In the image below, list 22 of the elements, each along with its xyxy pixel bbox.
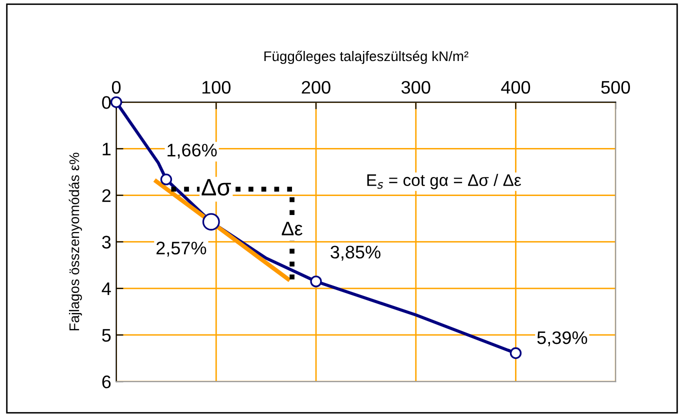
data-label: 2,57% xyxy=(156,242,206,257)
x-tick-label: 400 xyxy=(501,80,530,94)
x-tick-label: 500 xyxy=(601,80,630,94)
y-tick-label: 1 xyxy=(102,142,111,156)
data-label: 3,85% xyxy=(330,246,380,261)
x-tick-label: 0 xyxy=(112,80,121,94)
annotation: Δσ xyxy=(202,179,231,196)
x-tick-label: 300 xyxy=(402,80,430,94)
x-tick-label: 200 xyxy=(302,80,330,94)
data-label: 1,66% xyxy=(168,144,217,159)
y-tick-label: 5 xyxy=(102,329,111,342)
x-tick-label: 100 xyxy=(202,80,230,94)
x-axis-title: Függőleges talajfeszültség kN/m² xyxy=(264,50,468,64)
annotation: E$_{s}$ = cot gα = Δσ / Δε xyxy=(367,174,522,190)
y-tick-label: 6 xyxy=(102,375,111,388)
data-label: 5,39% xyxy=(537,331,588,346)
annotation: Δε xyxy=(282,222,302,236)
y-tick-label: 3 xyxy=(102,236,111,249)
y-tick-label: 4 xyxy=(102,282,111,295)
y-axis-title: Fajlagos összenyomódás ε% xyxy=(68,152,82,330)
y-tick-label: 2 xyxy=(102,189,111,202)
y-tick-label: 0 xyxy=(102,96,111,109)
